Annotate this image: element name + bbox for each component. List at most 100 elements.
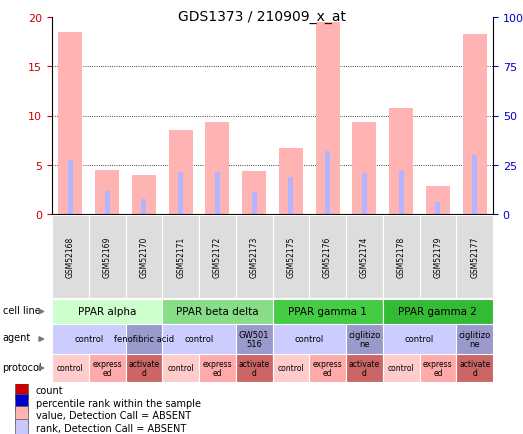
Bar [346,325,383,354]
Bar [289,177,293,214]
Text: activate
d: activate d [349,359,380,377]
Bar [89,355,126,382]
Bar [362,173,367,214]
Bar [105,192,109,214]
Bar [272,299,383,324]
Bar [16,381,28,399]
Bar [178,172,183,214]
Bar [383,215,419,299]
Text: activate
d: activate d [459,359,490,377]
Text: ciglitizo
ne: ciglitizo ne [459,330,491,348]
Bar [162,325,236,354]
Text: PPAR gamma 2: PPAR gamma 2 [399,307,477,317]
Bar [126,355,162,382]
Bar [16,406,28,424]
Bar [68,161,73,214]
Bar [463,35,486,214]
Text: GSM52170: GSM52170 [139,236,149,278]
Bar [456,215,493,299]
Text: express
ed: express ed [202,359,232,377]
Text: control: control [185,335,213,344]
Text: activate
d: activate d [238,359,270,377]
Bar [52,215,89,299]
Text: control: control [278,364,304,373]
Bar [426,187,450,214]
Text: GSM52175: GSM52175 [287,236,295,278]
Bar [272,325,346,354]
Text: ciglitizo
ne: ciglitizo ne [348,330,381,348]
Bar [16,419,28,434]
Text: GSM52168: GSM52168 [66,237,75,277]
Bar [199,355,236,382]
Bar [456,355,493,382]
Bar [346,215,383,299]
Text: GSM52173: GSM52173 [249,236,259,278]
Bar [383,355,419,382]
Text: PPAR gamma 1: PPAR gamma 1 [288,307,367,317]
Bar [142,200,146,214]
Text: GW501
516: GW501 516 [239,330,269,348]
Bar [162,215,199,299]
Text: agent: agent [3,333,31,343]
Bar [436,203,440,214]
Bar [132,175,156,214]
Text: percentile rank within the sample: percentile rank within the sample [36,398,200,408]
Text: protocol: protocol [3,362,42,372]
Text: express
ed: express ed [313,359,343,377]
Text: control: control [294,335,324,344]
Bar [309,215,346,299]
Bar [389,108,413,214]
Bar [383,325,456,354]
Bar [399,170,404,214]
Bar [325,151,330,214]
Text: control: control [388,364,415,373]
Bar [89,215,126,299]
Text: GSM52178: GSM52178 [396,237,406,277]
Bar [16,394,28,412]
Bar [279,149,303,214]
Text: control: control [74,335,104,344]
Bar [52,355,89,382]
Bar [242,171,266,214]
Bar [346,355,383,382]
Bar [236,215,272,299]
Bar [215,172,220,214]
Bar [95,170,119,214]
Text: express
ed: express ed [423,359,453,377]
Text: value, Detection Call = ABSENT: value, Detection Call = ABSENT [36,410,191,420]
Bar [272,355,309,382]
Bar [236,325,272,354]
Bar [52,325,126,354]
Text: rank, Detection Call = ABSENT: rank, Detection Call = ABSENT [36,423,186,433]
Bar [309,355,346,382]
Bar [316,23,339,214]
Bar [236,355,272,382]
Text: PPAR alpha: PPAR alpha [78,307,137,317]
Text: express
ed: express ed [93,359,122,377]
Text: GSM52172: GSM52172 [213,237,222,277]
Text: GSM52179: GSM52179 [434,236,442,278]
Text: count: count [36,385,63,395]
Text: GSM52174: GSM52174 [360,236,369,278]
Bar [162,299,272,324]
Text: PPAR beta delta: PPAR beta delta [176,307,259,317]
Bar [126,325,162,354]
Bar [169,131,192,214]
Bar [126,215,162,299]
Text: cell line: cell line [3,306,40,316]
Bar [52,299,162,324]
Text: control: control [167,364,194,373]
Bar [419,215,456,299]
Bar [353,123,377,214]
Bar [456,325,493,354]
Bar [162,355,199,382]
Bar [199,215,236,299]
Text: fenofibric acid: fenofibric acid [114,335,174,344]
Bar [419,355,456,382]
Text: control: control [405,335,434,344]
Bar [252,193,256,214]
Text: GSM52177: GSM52177 [470,236,479,278]
Text: GSM52171: GSM52171 [176,237,185,277]
Bar [206,123,229,214]
Text: GDS1373 / 210909_x_at: GDS1373 / 210909_x_at [177,10,346,23]
